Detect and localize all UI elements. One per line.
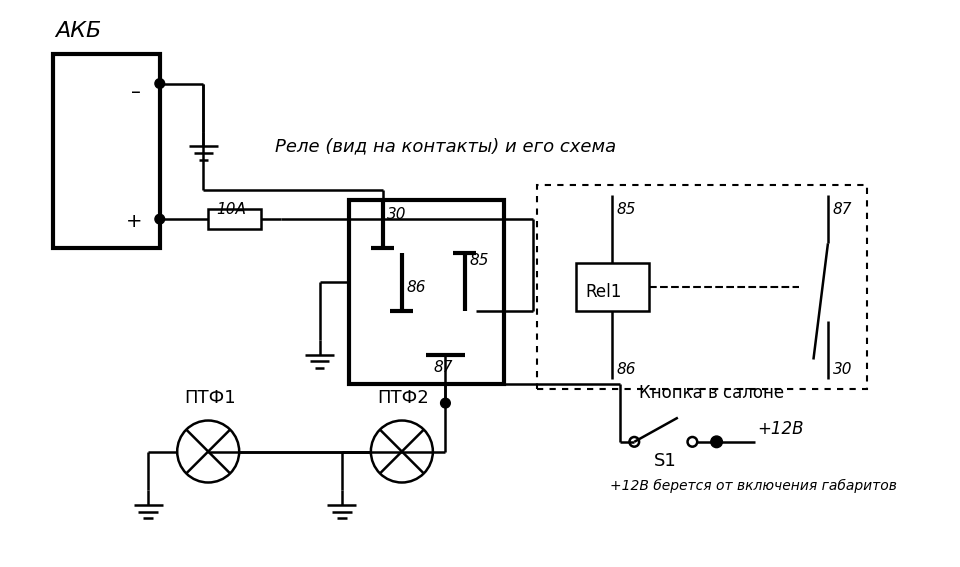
Text: ПТФ2: ПТФ2 xyxy=(377,389,429,407)
Text: ПТФ1: ПТФ1 xyxy=(184,389,235,407)
Text: +: + xyxy=(126,212,142,231)
Text: +12В: +12В xyxy=(757,420,804,438)
Text: 10А: 10А xyxy=(216,202,246,217)
Bar xyxy=(208,209,261,229)
Text: 85: 85 xyxy=(469,253,490,268)
Text: Реле (вид на контакты) и его схема: Реле (вид на контакты) и его схема xyxy=(275,137,616,155)
Text: S1: S1 xyxy=(654,452,677,470)
Text: +12В берется от включения габаритов: +12В берется от включения габаритов xyxy=(610,479,897,493)
Circle shape xyxy=(710,436,722,447)
Bar xyxy=(53,54,159,248)
Circle shape xyxy=(155,79,164,88)
Text: Кнопка в салоне: Кнопка в салоне xyxy=(639,384,784,402)
Text: АКБ: АКБ xyxy=(55,21,102,41)
Text: –: – xyxy=(131,83,140,102)
Text: Rel1: Rel1 xyxy=(586,282,622,301)
Text: 87: 87 xyxy=(832,202,852,217)
Bar xyxy=(576,263,649,311)
Text: 30: 30 xyxy=(387,207,407,222)
Text: 86: 86 xyxy=(617,362,636,377)
Text: 30: 30 xyxy=(832,362,852,377)
Text: 87: 87 xyxy=(434,360,453,375)
Text: 85: 85 xyxy=(617,202,636,217)
Text: 86: 86 xyxy=(407,280,426,295)
Circle shape xyxy=(155,214,164,224)
Circle shape xyxy=(441,398,450,408)
Bar xyxy=(348,200,504,384)
